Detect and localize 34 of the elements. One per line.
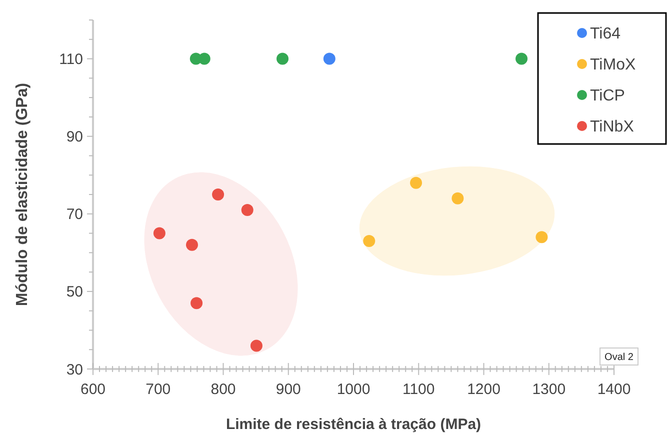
x-tick-label: 1000 <box>336 381 370 398</box>
point <box>153 227 166 240</box>
x-tick-label: 1400 <box>597 381 631 398</box>
y-tick-label: 90 <box>66 128 83 146</box>
x-tick-label: 800 <box>210 381 236 398</box>
x-tick-label: 700 <box>146 381 171 398</box>
x-tick-label: 1100 <box>402 381 435 398</box>
legend-label: TiNbX <box>590 118 634 136</box>
y-tick-label: 110 <box>59 51 83 68</box>
point <box>186 238 198 251</box>
point <box>363 235 376 248</box>
point <box>241 204 254 216</box>
point <box>516 52 528 65</box>
point <box>212 188 224 200</box>
annotation: Oval 2 <box>604 352 634 363</box>
point <box>536 231 548 244</box>
legend-label: TiMoX <box>590 56 636 74</box>
legend-label: TiCP <box>590 88 625 105</box>
y-tick-label: 30 <box>66 361 83 378</box>
x-tick-label: 600 <box>80 381 106 398</box>
x-tick-label: 1300 <box>532 381 566 398</box>
legend-label: Ti64 <box>590 26 621 43</box>
point <box>276 52 289 65</box>
point <box>250 340 262 352</box>
point <box>452 192 464 204</box>
point <box>410 176 422 189</box>
x-tick-label: 1200 <box>467 381 500 398</box>
y-axis-title: Módulo de elasticidade (GPa) <box>14 82 31 306</box>
x-axis-title: Limite de resistência à tração (MPa) <box>226 416 482 433</box>
point <box>323 52 336 65</box>
x-tick-label: 900 <box>276 381 301 398</box>
y-tick-label: 70 <box>66 206 83 224</box>
point <box>190 297 203 310</box>
y-tick-label: 50 <box>66 284 83 301</box>
